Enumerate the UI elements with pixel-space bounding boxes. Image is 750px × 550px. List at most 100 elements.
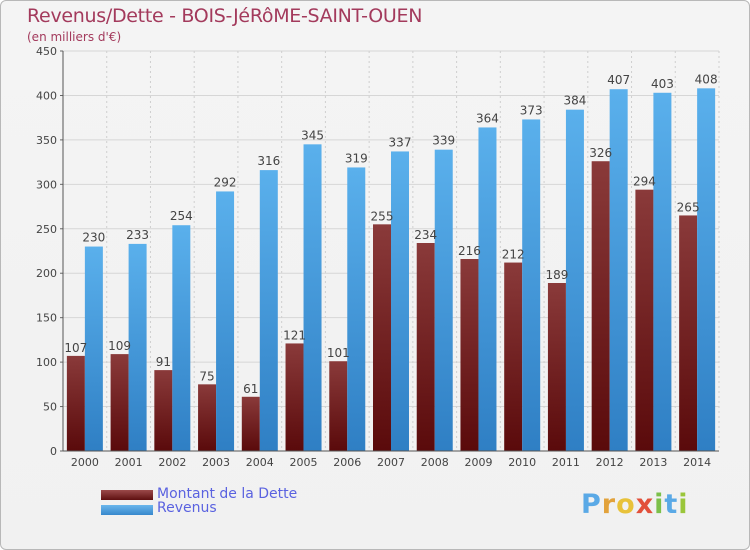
bar-debt xyxy=(329,361,348,451)
x-tick-label: 2006 xyxy=(333,456,361,469)
chart-title: Revenus/Dette - BOIS-JéRôME-SAINT-OUEN xyxy=(27,5,423,27)
bar-debt xyxy=(154,370,173,451)
data-label-revenue: 364 xyxy=(476,111,499,125)
x-tick-label: 2011 xyxy=(552,456,580,469)
logo-letter: o xyxy=(616,489,636,520)
data-labels: 107 230 109 233 91 254 75 292 61 316 121 345 101 319 2… xyxy=(64,72,717,395)
y-tick-label: 450 xyxy=(36,45,57,58)
bar-revenue xyxy=(434,149,453,451)
data-label-revenue: 345 xyxy=(301,128,324,142)
data-label-debt: 101 xyxy=(327,346,350,360)
x-tick-label: 2000 xyxy=(71,456,99,469)
x-tick-label: 2014 xyxy=(683,456,711,469)
data-label-debt: 91 xyxy=(156,355,171,369)
x-tick-label: 2007 xyxy=(377,456,405,469)
bar-revenue xyxy=(565,109,584,452)
bar-revenue xyxy=(609,89,628,451)
x-tick-label: 2003 xyxy=(202,456,230,469)
logo-letter: t xyxy=(664,489,679,520)
data-label-debt: 189 xyxy=(545,268,568,282)
data-label-revenue: 233 xyxy=(126,228,149,242)
bar-debt xyxy=(373,224,391,451)
data-label-debt: 109 xyxy=(108,339,131,353)
x-tick-label: 2009 xyxy=(464,456,492,469)
logo-letter: P xyxy=(581,489,602,520)
data-label-debt: 294 xyxy=(633,175,656,189)
data-label-debt: 212 xyxy=(502,248,525,262)
x-tick-label: 2001 xyxy=(115,456,143,469)
bar-debt xyxy=(66,355,85,451)
bar-debt xyxy=(504,262,523,451)
bar-revenue xyxy=(128,243,147,451)
data-label-debt: 107 xyxy=(64,341,87,355)
bar-revenue xyxy=(391,151,409,451)
bar-debt xyxy=(241,396,260,451)
bar-revenue xyxy=(259,170,278,451)
x-tick-label: 2004 xyxy=(246,456,274,469)
data-label-debt: 255 xyxy=(371,209,394,223)
bar-revenue xyxy=(653,92,672,452)
bar-debt xyxy=(285,343,304,451)
y-tick-label: 50 xyxy=(43,401,57,414)
data-label-revenue: 292 xyxy=(214,175,237,189)
data-label-debt: 216 xyxy=(458,244,481,258)
data-label-debt: 75 xyxy=(199,369,214,383)
bar-debt xyxy=(198,384,217,451)
y-tick-label: 100 xyxy=(36,356,57,369)
y-tick-label: 250 xyxy=(36,223,57,236)
y-tick-label: 400 xyxy=(36,89,57,102)
bar-revenue xyxy=(478,127,497,451)
data-label-revenue: 384 xyxy=(563,94,586,108)
legend-swatch-revenue xyxy=(101,505,153,515)
data-label-revenue: 403 xyxy=(651,77,674,91)
data-label-revenue: 316 xyxy=(257,154,280,168)
axes: 0 50 100 150 200 250 300 350 400 450 2000 2001 2002 2… xyxy=(36,45,719,469)
legend-swatch-debt xyxy=(101,490,153,500)
bar-debt xyxy=(547,283,566,451)
logo-letter: i xyxy=(654,489,665,520)
logo-letter: r xyxy=(601,489,617,520)
bar-revenue xyxy=(172,225,191,451)
x-tick-label: 2008 xyxy=(421,456,449,469)
data-label-debt: 61 xyxy=(243,382,258,396)
x-tick-label: 2010 xyxy=(508,456,536,469)
data-label-debt: 121 xyxy=(283,328,306,342)
y-tick-label: 150 xyxy=(36,312,57,325)
y-tick-label: 200 xyxy=(36,267,57,280)
bar-revenue xyxy=(347,167,366,451)
x-tick-label: 2013 xyxy=(639,456,667,469)
x-tick-label: 2002 xyxy=(158,456,186,469)
logo-letter: x xyxy=(635,489,655,520)
bars xyxy=(66,88,716,452)
data-label-revenue: 407 xyxy=(607,73,630,87)
chart-subtitle: (en milliers d'€) xyxy=(27,30,122,44)
bar-revenue xyxy=(697,88,716,451)
x-tick-label: 2012 xyxy=(596,456,624,469)
data-label-revenue: 319 xyxy=(345,151,368,165)
bar-revenue xyxy=(522,119,541,451)
data-label-debt: 326 xyxy=(589,146,612,160)
data-label-debt: 234 xyxy=(414,228,437,242)
data-label-revenue: 373 xyxy=(520,103,543,117)
y-tick-label: 0 xyxy=(50,445,57,458)
data-label-revenue: 337 xyxy=(389,135,412,149)
bar-debt xyxy=(679,215,698,451)
data-label-revenue: 339 xyxy=(432,134,455,148)
proxiti-logo: Proxiti xyxy=(581,489,689,520)
bar-debt xyxy=(591,161,610,451)
bar-revenue xyxy=(216,191,235,451)
logo-letter: i xyxy=(678,489,689,520)
data-label-revenue: 408 xyxy=(695,72,718,86)
bar-revenue xyxy=(84,246,103,451)
bar-debt xyxy=(416,243,435,451)
x-tick-label: 2005 xyxy=(290,456,318,469)
data-label-debt: 265 xyxy=(677,200,700,214)
y-tick-label: 300 xyxy=(36,178,57,191)
bar-debt xyxy=(460,259,479,451)
legend-label-revenue: Revenus xyxy=(157,500,217,516)
data-label-revenue: 230 xyxy=(82,231,105,245)
legend-label-debt: Montant de la Dette xyxy=(157,486,298,502)
bar-debt xyxy=(635,189,654,451)
